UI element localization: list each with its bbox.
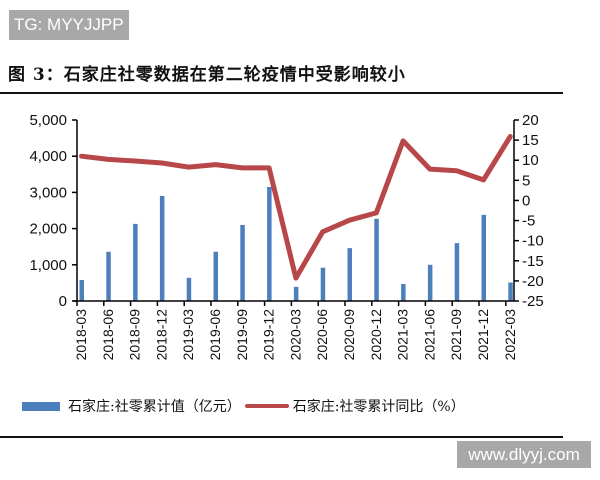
- x-axis-tick-label: 2021-03: [395, 309, 411, 361]
- bar: [267, 186, 272, 301]
- bar-series: [79, 186, 513, 301]
- legend-item-bar: 石家庄:社零累计值（亿元）: [22, 396, 241, 416]
- axes: 0 1,000 2,000 3,000 4,000 5,000 -25 -20 -15 -10 -5…: [29, 112, 543, 310]
- left-axis-tick-label: 4,000: [29, 148, 67, 165]
- x-axis-tick-label: 2018-09: [127, 309, 143, 361]
- x-axis-tick-label: 2021-09: [448, 309, 464, 361]
- legend-line-swatch: [244, 404, 289, 408]
- line-series: [79, 134, 513, 281]
- bar: [240, 224, 245, 301]
- title-divider: [0, 92, 563, 94]
- legend-item-line: 石家庄:社零累计同比（%）: [241, 396, 465, 416]
- right-axis-tick-label: 5: [522, 172, 530, 189]
- right-axis-tick-label: 0: [522, 192, 530, 209]
- bar: [401, 283, 406, 301]
- bottom-divider: [0, 436, 563, 438]
- x-axis-tick-label: 2018-03: [73, 309, 89, 361]
- left-axis-tick-label: 5,000: [29, 112, 67, 129]
- legend-line-label: 石家庄:社零累计同比（%）: [292, 399, 465, 415]
- x-axis-tick-label: 2021-12: [475, 309, 491, 361]
- bar: [213, 251, 218, 301]
- x-axis-tick-label: 2020-12: [368, 309, 384, 361]
- watermark-bottom: www.dlyyj.com: [457, 441, 591, 468]
- bar: [106, 251, 111, 301]
- bar: [320, 267, 326, 301]
- legend: 石家庄:社零累计值（亿元） 石家庄:社零累计同比（%）: [22, 396, 465, 416]
- bar: [159, 196, 165, 301]
- bar: [508, 282, 513, 301]
- x-axis-tick-label: 2019-06: [207, 309, 223, 361]
- bar: [481, 214, 486, 301]
- combo-chart: 0 1,000 2,000 3,000 4,000 5,000 -25 -20 -15 -10 -5…: [29, 112, 543, 361]
- x-axis-tick-label: 2019-03: [180, 309, 196, 361]
- left-axis-tick-label: 3,000: [29, 184, 67, 201]
- x-axis-tick-label: 2019-09: [234, 309, 250, 361]
- x-axis-tick-label: 2018-06: [100, 309, 116, 361]
- left-axis-tick-label: 2,000: [29, 221, 67, 238]
- x-axis-tick-label: 2020-09: [341, 309, 357, 361]
- right-axis-tick-label: 10: [522, 152, 539, 169]
- right-axis-tick-label: -20: [522, 273, 544, 290]
- legend-bar-label: 石家庄:社零累计值（亿元）: [68, 399, 241, 415]
- bar: [427, 264, 433, 301]
- bar: [186, 277, 192, 301]
- x-axis-tick-label: 2020-06: [314, 309, 330, 361]
- right-axis-tick-label: 20: [522, 112, 539, 129]
- right-axis-tick-label: 15: [522, 132, 539, 149]
- bar: [79, 280, 84, 301]
- legend-bar-swatch: [22, 401, 60, 411]
- figure-title: 图 3：石家庄社零数据在第二轮疫情中受影响较小: [8, 65, 406, 85]
- bar: [374, 218, 379, 301]
- bar: [133, 223, 138, 301]
- x-axis-tick-label: 2020-03: [287, 309, 303, 361]
- x-axis-tick-label: 2019-12: [261, 309, 277, 361]
- x-axis-labels: 2018-03 2018-06 2018-09 2018-12 2019-03 2019-…: [73, 309, 518, 361]
- bar: [293, 286, 299, 301]
- bar: [454, 243, 460, 301]
- watermark-top: TG: MYYJJPP: [9, 10, 129, 40]
- bar: [347, 248, 352, 301]
- left-axis-tick-label: 0: [59, 293, 67, 310]
- right-axis-tick-label: -5: [522, 213, 535, 230]
- right-axis-tick-label: -15: [522, 253, 544, 270]
- x-axis-tick-label: 2018-12: [153, 309, 169, 361]
- left-axis-tick-label: 1,000: [29, 257, 67, 274]
- x-axis-tick-label: 2021-06: [421, 309, 437, 361]
- x-axis-tick-label: 2022-03: [502, 309, 518, 361]
- right-axis-tick-label: -25: [522, 293, 544, 310]
- right-axis-tick-label: -10: [522, 233, 544, 250]
